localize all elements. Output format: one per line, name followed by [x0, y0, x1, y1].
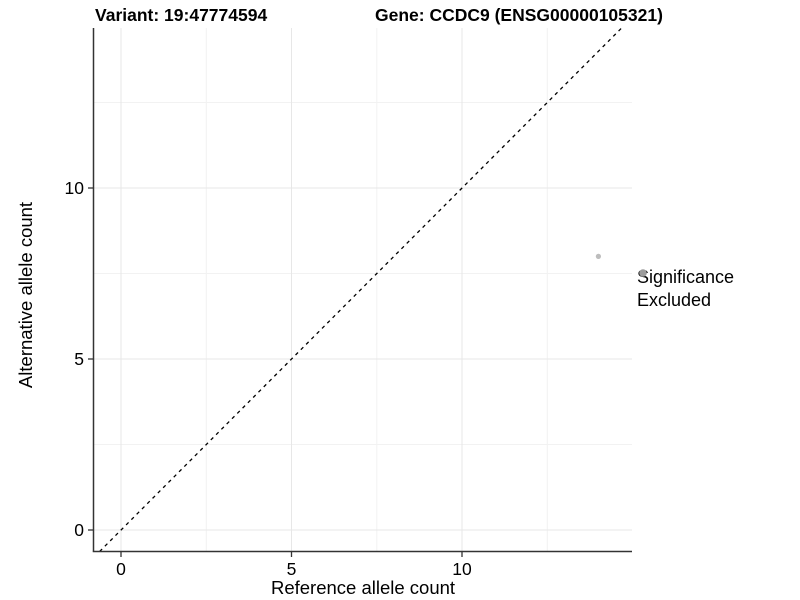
axis-lines [92, 28, 632, 553]
plot-title-gene: Gene: CCDC9 (ENSG00000105321) [375, 5, 663, 25]
x-tick-label-0: 0 [116, 559, 126, 579]
x-axis-title: Reference allele count [271, 577, 455, 598]
y-tick-label-5: 5 [74, 349, 84, 369]
legend-entry-excluded: Excluded [637, 269, 734, 311]
legend: Significance Excluded [637, 267, 734, 311]
plot-title-variant: Variant: 19:47774594 [95, 5, 268, 25]
y-tick-label-10: 10 [65, 178, 85, 198]
y-axis-title: Alternative allele count [15, 202, 36, 388]
identity-reference-line [99, 27, 623, 552]
legend-key-circle-icon [639, 269, 647, 277]
grid-major [93, 28, 632, 552]
legend-entry-label: Excluded [637, 290, 712, 310]
x-tick-label-10: 10 [452, 559, 472, 579]
legend-title: Significance [637, 267, 735, 287]
grid-minor [93, 28, 632, 552]
y-tick-label-0: 0 [74, 520, 84, 540]
x-tick-label-5: 5 [287, 559, 297, 579]
data-point [595, 253, 602, 259]
axis-ticks [88, 187, 463, 557]
